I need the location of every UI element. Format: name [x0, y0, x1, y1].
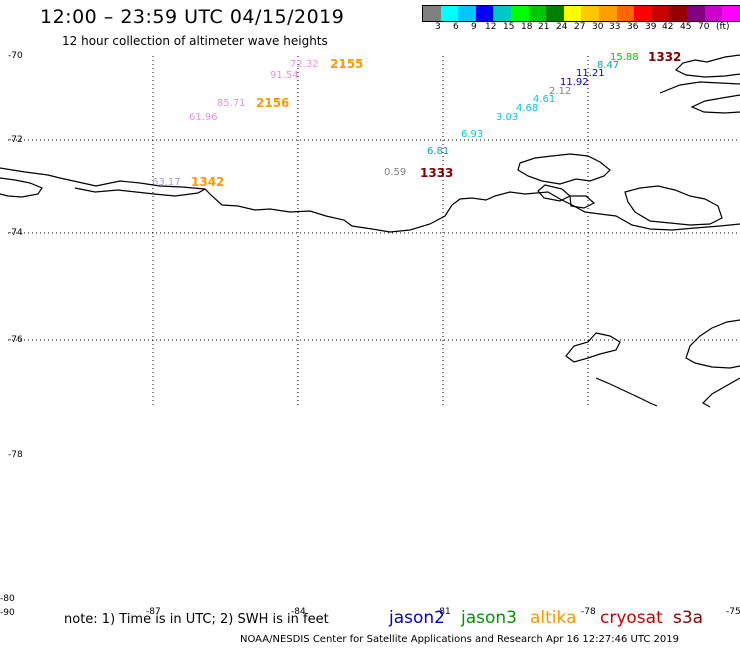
- colorbar-label: 24: [556, 22, 568, 32]
- units-note: note: 1) Time is in UTC; 2) SWH is in fe…: [64, 612, 329, 627]
- lon-label: -84: [291, 607, 306, 617]
- colorbar-label: (ft): [716, 22, 730, 32]
- pass-time-label: 1332: [648, 50, 682, 64]
- colorbar-label: 45: [680, 22, 692, 32]
- colorbar-label: 15: [503, 22, 515, 32]
- wave-height-label: 6.93: [461, 129, 484, 140]
- colorbar-labels: 3 6 9 12 15 18 21 24 27 30 33 36 39 42 4…: [422, 22, 740, 34]
- lat-label: -76: [8, 335, 23, 345]
- colorbar-swatch: [686, 6, 705, 21]
- wave-height-label: 63.17: [152, 177, 181, 188]
- colorbar-label: 33: [609, 22, 621, 32]
- colorbar-swatch: [598, 6, 617, 21]
- satellite-legend-altika: altika: [530, 608, 577, 628]
- lat-label: -70: [8, 51, 23, 61]
- satellite-legend-jason2: jason2: [389, 608, 445, 628]
- pass-time-label: 1333: [420, 166, 454, 180]
- colorbar-swatch: [704, 6, 723, 21]
- colorbar-swatch: [528, 6, 547, 21]
- wave-height-label: 8.47: [597, 60, 620, 71]
- wave-height-label: 0.59: [384, 167, 407, 178]
- colorbar-label: 42: [662, 22, 674, 32]
- wave-height-label: 91.54: [270, 70, 299, 81]
- satellite-legend-s3a: s3a: [673, 608, 704, 628]
- lat-label: -78: [8, 450, 23, 460]
- colorbar-label: 36: [627, 22, 639, 32]
- colorbar-label: 70: [698, 22, 710, 32]
- colorbar-swatch: [563, 6, 582, 21]
- colorbar-swatch: [546, 6, 564, 21]
- lat-gridlines: [8, 139, 740, 341]
- lat-label: -90: [0, 608, 15, 618]
- colorbar-swatch: [440, 6, 459, 21]
- colorbar-label: 3: [435, 22, 441, 32]
- colorbar-label: 27: [574, 22, 586, 32]
- lon-label: -87: [146, 607, 161, 617]
- lon-label: -81: [436, 607, 451, 617]
- colorbar-swatch: [423, 6, 441, 21]
- colorbar-swatch: [510, 6, 529, 21]
- lat-label: -72: [8, 135, 23, 145]
- colorbar-label: 12: [485, 22, 497, 32]
- pass-time-label: 2156: [256, 96, 290, 110]
- coastline: [0, 54, 740, 408]
- wave-height-label: 15.88: [610, 52, 639, 63]
- colorbar-label: 39: [645, 22, 657, 32]
- wave-height-label: 6.81: [427, 146, 450, 157]
- map-title: 12:00 – 23:59 UTC 04/15/2019: [40, 6, 345, 28]
- colorbar-swatch: [493, 6, 511, 21]
- footer-credit: NOAA/NESDIS Center for Satellite Applica…: [240, 634, 679, 645]
- colorbar-label: 18: [521, 22, 533, 32]
- wave-height-label: 3.03: [496, 112, 519, 123]
- colorbar-swatch: [669, 6, 687, 21]
- wave-height-colorbar: [422, 5, 740, 22]
- lat-label: -74: [8, 228, 23, 238]
- wave-height-label: 11.92: [560, 77, 589, 88]
- wave-height-label: 85.71: [217, 98, 246, 109]
- lon-label: -78: [581, 607, 596, 617]
- colorbar-swatch: [651, 6, 670, 21]
- colorbar-label: 6: [453, 22, 459, 32]
- satellite-legend-jason3: jason3: [461, 608, 517, 628]
- colorbar-swatch: [722, 6, 740, 21]
- wave-height-label: 72.32: [290, 59, 319, 70]
- colorbar-swatch: [634, 6, 652, 21]
- pass-time-label: 2155: [330, 57, 364, 71]
- lon-label: -75: [726, 607, 740, 617]
- colorbar-label: 21: [538, 22, 550, 32]
- wave-height-label: 61.96: [189, 112, 218, 123]
- colorbar-swatch: [616, 6, 635, 21]
- lat-label: -80: [0, 594, 15, 604]
- colorbar-swatch: [458, 6, 476, 21]
- colorbar-label: 30: [592, 22, 604, 32]
- wave-height-label: 11.21: [576, 68, 605, 79]
- colorbar-swatch: [581, 6, 599, 21]
- wave-height-label: 4.68: [516, 103, 539, 114]
- pass-time-label: 1342: [191, 175, 225, 189]
- satellite-legend-cryosat: cryosat: [600, 608, 663, 628]
- colorbar-label: 9: [471, 22, 477, 32]
- wave-height-label: 4.61: [533, 94, 556, 105]
- colorbar-swatch: [475, 6, 494, 21]
- map-subtitle: 12 hour collection of altimeter wave hei…: [62, 34, 328, 48]
- wave-height-label: 2.12: [549, 86, 572, 97]
